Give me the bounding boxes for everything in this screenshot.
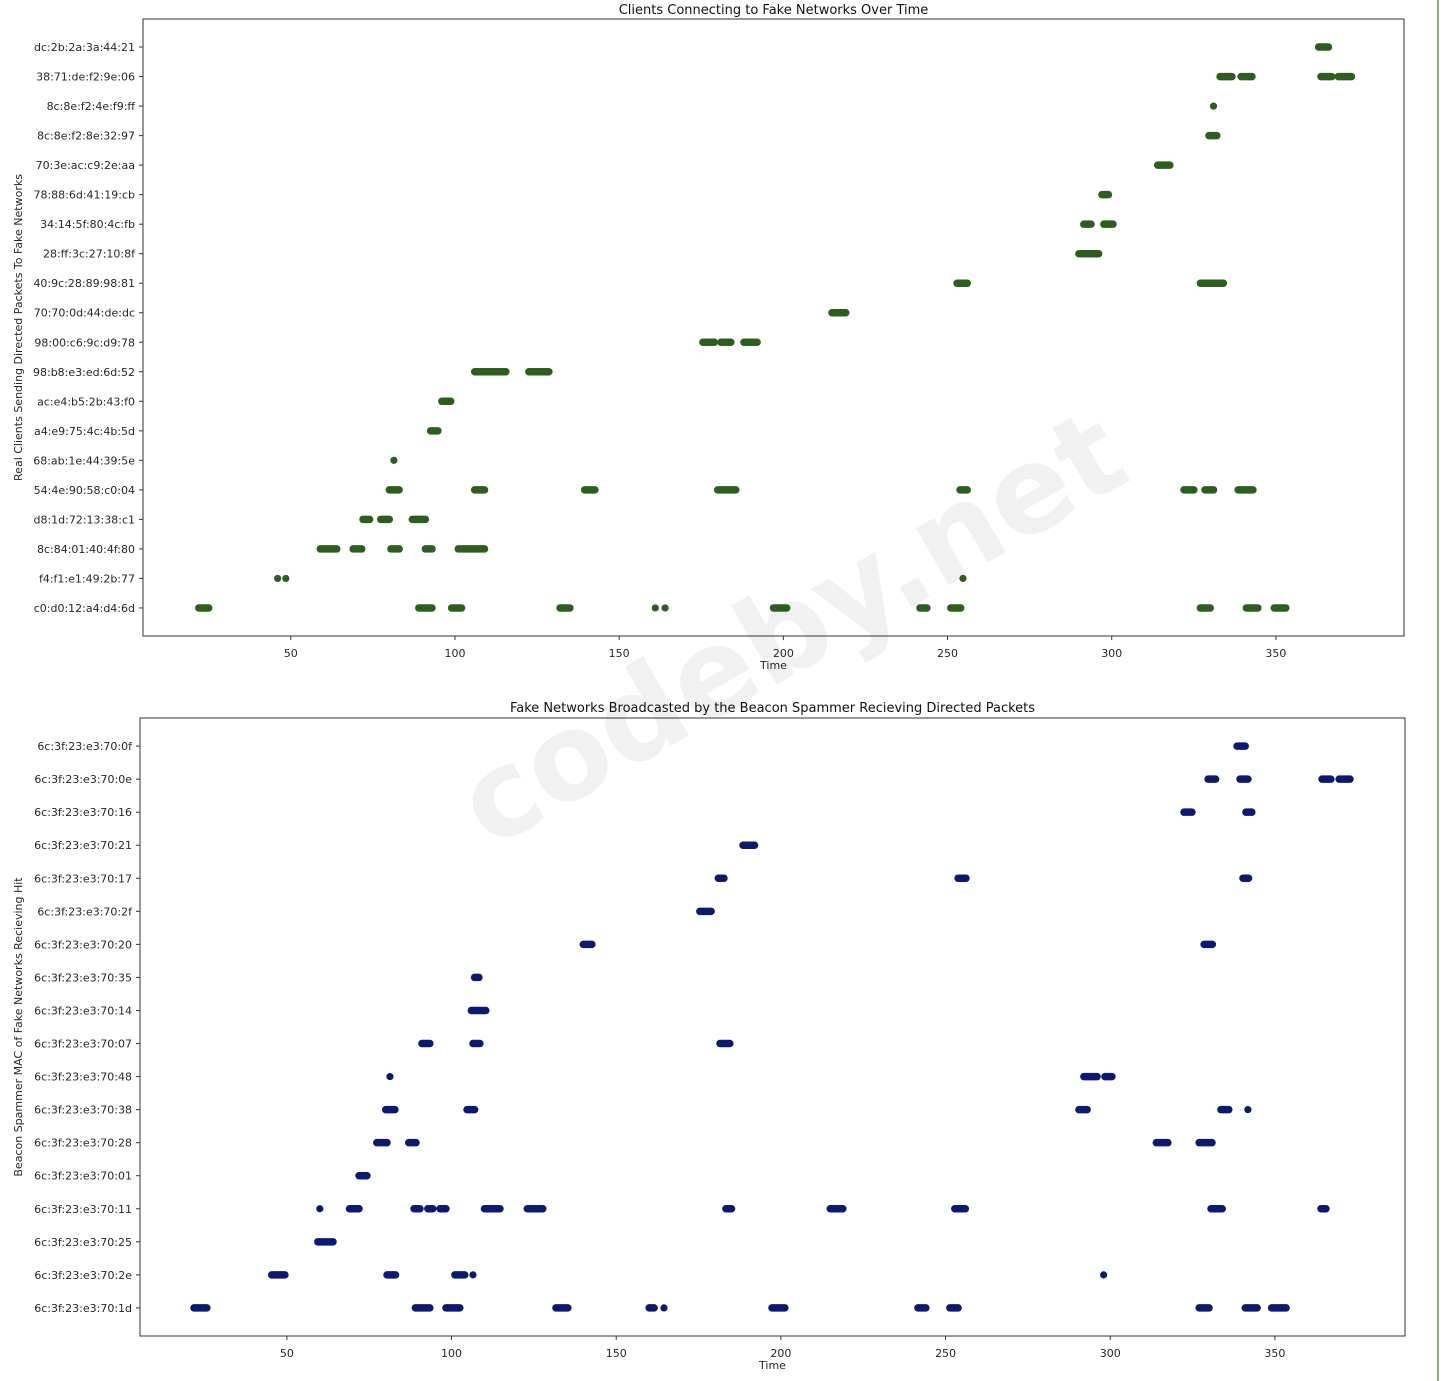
y-tick-label: 6c:3f:23:e3:70:20: [34, 938, 132, 951]
y-tick-label: c0:d0:12:a4:d4:6d: [34, 602, 135, 615]
y-tick-label: 8c:8e:f2:4e:f9:ff: [47, 100, 136, 113]
x-axis-label: Time: [758, 1359, 786, 1372]
x-tick-label: 50: [280, 1347, 294, 1360]
y-tick-label: 98:b8:e3:ed:6d:52: [33, 366, 135, 379]
data-point: [959, 574, 967, 583]
y-tick-label: 6c:3f:23:e3:70:14: [34, 1004, 132, 1017]
data-point: [274, 574, 282, 583]
y-tick-label: 6c:3f:23:e3:70:48: [34, 1071, 132, 1084]
y-tick-label: d8:1d:72:13:38:c1: [33, 513, 135, 526]
y-tick-label: 28:ff:3c:27:10:8f: [43, 248, 136, 261]
y-axis-label: Beacon Spammer MAC of Fake Networks Reci…: [12, 877, 25, 1177]
y-tick-label: 6c:3f:23:e3:70:16: [34, 806, 132, 819]
y-tick-label: 6c:3f:23:e3:70:2f: [37, 905, 133, 918]
y-tick-label: 70:70:0d:44:de:dc: [34, 307, 135, 320]
y-tick-label: f4:f1:e1:49:2b:77: [39, 572, 135, 585]
y-tick-label: ac:e4:b5:2b:43:f0: [37, 395, 135, 408]
y-tick-label: 6c:3f:23:e3:70:28: [34, 1137, 132, 1150]
y-tick-label: 68:ab:1e:44:39:5e: [33, 454, 135, 467]
watermark: codeby.net: [435, 383, 1149, 875]
data-point: [469, 1271, 477, 1279]
y-tick-label: 34:14:5f:80:4c:fb: [40, 218, 135, 231]
data-point: [661, 604, 669, 612]
y-tick-label: 6c:3f:23:e3:70:0e: [34, 773, 132, 786]
data-point: [651, 604, 659, 612]
y-tick-label: 6c:3f:23:e3:70:2e: [34, 1269, 132, 1282]
x-tick-label: 350: [1265, 647, 1286, 660]
data-point: [386, 1072, 394, 1081]
x-tick-label: 200: [773, 647, 794, 660]
y-tick-label: 6c:3f:23:e3:70:0f: [37, 740, 133, 753]
x-axis-label: Time: [759, 659, 787, 672]
x-tick-label: 50: [284, 647, 298, 660]
chart-title: Clients Connecting to Fake Networks Over…: [619, 3, 929, 18]
y-tick-label: 6c:3f:23:e3:70:35: [34, 971, 132, 984]
data-point: [316, 1205, 324, 1213]
y-tick-label: 8c:8e:f2:8e:32:97: [37, 130, 135, 143]
y-axis-label: Real Clients Sending Directed Packets To…: [12, 174, 25, 481]
y-tick-label: 6c:3f:23:e3:70:25: [34, 1236, 132, 1249]
y-tick-label: 6c:3f:23:e3:70:07: [34, 1038, 132, 1051]
data-point: [1209, 102, 1218, 110]
y-tick-label: a4:e9:75:4c:4b:5d: [34, 425, 135, 438]
y-tick-label: 6c:3f:23:e3:70:21: [34, 839, 132, 852]
x-tick-label: 300: [1101, 647, 1122, 660]
y-tick-label: 6c:3f:23:e3:70:17: [34, 872, 132, 885]
plot-area: [142, 18, 1405, 637]
data-point: [390, 456, 398, 464]
chart-1: Clients Connecting to Fake Networks Over…: [12, 3, 1405, 672]
x-tick-label: 150: [609, 647, 630, 660]
x-tick-label: 100: [444, 647, 465, 660]
x-tick-label: 150: [606, 1347, 627, 1360]
x-tick-label: 350: [1264, 1347, 1285, 1360]
data-point: [282, 574, 290, 583]
y-tick-label: 38:71:de:f2:9e:06: [36, 71, 135, 84]
y-tick-label: 6c:3f:23:e3:70:38: [34, 1104, 132, 1117]
y-tick-label: 78:88:6d:41:19:cb: [33, 189, 135, 202]
y-tick-label: 40:9c:28:89:98:81: [33, 277, 135, 290]
data-point: [1100, 1271, 1108, 1279]
y-tick-label: 98:00:c6:9c:d9:78: [34, 336, 135, 349]
y-tick-label: 70:3e:ac:c9:2e:aa: [36, 159, 135, 172]
x-tick-label: 200: [770, 1347, 791, 1360]
x-tick-label: 100: [441, 1347, 462, 1360]
x-tick-label: 300: [1100, 1347, 1121, 1360]
chart-2: Fake Networks Broadcasted by the Beacon …: [12, 701, 1406, 1372]
y-tick-label: 54:4e:90:58:c0:04: [34, 484, 135, 497]
y-tick-label: 6c:3f:23:e3:70:1d: [34, 1302, 132, 1315]
y-tick-label: dc:2b:2a:3a:44:21: [34, 41, 135, 54]
y-tick-label: 6c:3f:23:e3:70:01: [34, 1170, 132, 1183]
x-tick-label: 250: [937, 647, 958, 660]
y-tick-label: 6c:3f:23:e3:70:11: [34, 1203, 132, 1216]
data-point: [1244, 1106, 1252, 1114]
chart-title: Fake Networks Broadcasted by the Beacon …: [510, 701, 1035, 716]
data-point: [660, 1304, 668, 1312]
y-tick-label: 8c:84:01:40:4f:80: [37, 543, 135, 556]
plot-area: [139, 717, 1406, 1337]
x-tick-label: 250: [935, 1347, 956, 1360]
